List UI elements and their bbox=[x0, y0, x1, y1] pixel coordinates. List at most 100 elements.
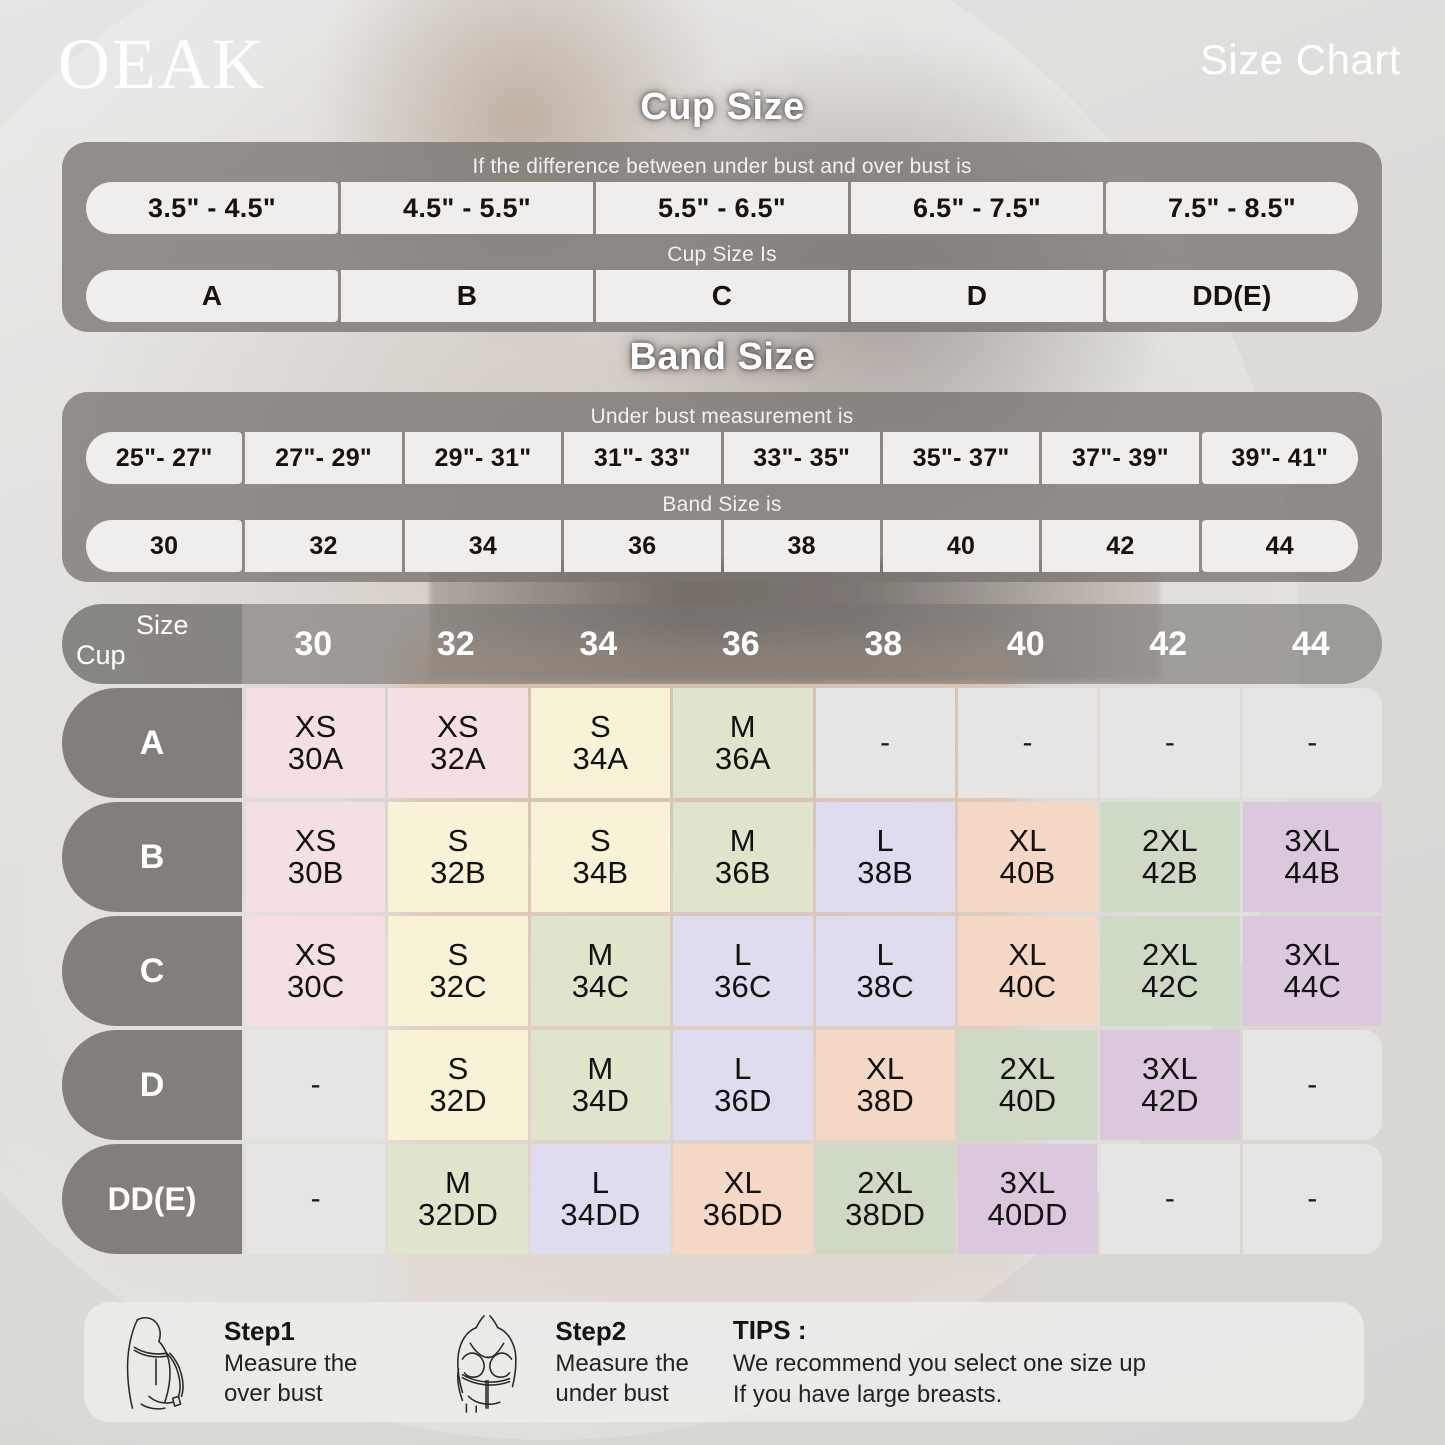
tips-title: TIPS : bbox=[732, 1314, 807, 1345]
cell-size-label: 2XL bbox=[999, 1051, 1056, 1087]
tips-line1: We recommend you select one size up bbox=[732, 1349, 1146, 1377]
cell-size-number: 40DD bbox=[987, 1197, 1068, 1232]
cup-value-pill-3: D bbox=[851, 270, 1103, 322]
cell-size-label: M bbox=[587, 1051, 614, 1087]
cell-size-label: XL bbox=[1008, 823, 1047, 859]
cell-size-number: 34B bbox=[572, 855, 629, 890]
matrix-corner-cell: Size Cup bbox=[62, 604, 242, 684]
cell-size-number: 32A bbox=[430, 741, 486, 776]
matrix-cell-40B: XL 40B bbox=[957, 802, 1098, 912]
cell-size-label: S bbox=[589, 709, 611, 745]
band-value-pill-3: 36 bbox=[564, 520, 721, 572]
matrix-corner-cup-label: Cup bbox=[76, 640, 126, 670]
matrix-cell-36DD(E): XL 36DD bbox=[673, 1144, 813, 1254]
cell-size-label: 2XL bbox=[1142, 937, 1198, 973]
band-range-pill-1: 27"- 29" bbox=[245, 432, 402, 484]
step-2-line2: under bust bbox=[555, 1379, 669, 1407]
cup-value-pill-0: A bbox=[86, 270, 338, 322]
cell-size-number: 38B bbox=[857, 855, 914, 890]
cup-range-pill-3: 6.5" - 7.5" bbox=[851, 182, 1103, 234]
band-range-row: 25"- 27" 27"- 29" 29"- 31" 31"- 33" 33"- 35"… bbox=[62, 432, 1382, 484]
cup-range-row: 3.5" - 4.5" 4.5" - 5.5" 5.5" - 6.5" 6.5" - … bbox=[62, 182, 1382, 234]
cell-size-number: 44C bbox=[1283, 969, 1342, 1004]
cup-range-pill-2: 5.5" - 6.5" bbox=[596, 182, 848, 234]
matrix-col-header-34: 34 bbox=[527, 604, 670, 684]
matrix-cell-36C: L 36C bbox=[673, 916, 813, 1026]
matrix-row-cells: - M 32DD L 34DD XL 36DD 2XL 38DD 3XL 40DD - - bbox=[242, 1144, 1382, 1254]
cell-size-label: S bbox=[589, 823, 611, 859]
cell-size-label: M bbox=[445, 1165, 472, 1201]
cell-size-number: 34D bbox=[571, 1083, 630, 1118]
matrix-row-label-C: C bbox=[62, 916, 242, 1026]
cell-size-label: XS bbox=[437, 709, 479, 745]
matrix-row-label-B: B bbox=[62, 802, 242, 912]
band-size-panel: Under bust measurement is 25"- 27" 27"- 2… bbox=[62, 392, 1382, 582]
cell-size-number: 32DD bbox=[418, 1197, 499, 1232]
matrix-col-header-42: 42 bbox=[1097, 604, 1240, 684]
matrix-col-header-30: 30 bbox=[242, 604, 385, 684]
step-2-text: Step2 Measure the under bust bbox=[555, 1316, 688, 1409]
matrix-row-cells: XS 30A XS 32A S 34A M 36A - - - - bbox=[242, 688, 1382, 798]
cell-size-label: XS bbox=[294, 709, 337, 745]
cell-size-label: XS bbox=[294, 937, 337, 973]
band-range-pill-3: 31"- 33" bbox=[564, 432, 721, 484]
cup-value-pill-2: C bbox=[596, 270, 848, 322]
matrix-col-header-38: 38 bbox=[812, 604, 955, 684]
cell-size-number: 40D bbox=[998, 1083, 1057, 1118]
matrix-cell-40C: XL 40C bbox=[957, 916, 1098, 1026]
matrix-col-header-40: 40 bbox=[954, 604, 1097, 684]
matrix-corner-size-label: Size bbox=[136, 610, 189, 640]
matrix-cell-44D: - bbox=[1242, 1030, 1382, 1140]
band-caption-top: Under bust measurement is bbox=[590, 405, 854, 428]
matrix-row-cells: XS 30C S 32C M 34C L 36C L 38C XL 40C 2XL 42C 3XL 44C bbox=[242, 916, 1382, 1026]
matrix-cell-34DD(E): L 34DD bbox=[530, 1144, 671, 1254]
cell-size-number: 30B bbox=[287, 855, 344, 890]
matrix-cell-42A: - bbox=[1100, 688, 1240, 798]
matrix-cell-42D: 3XL 42D bbox=[1100, 1030, 1240, 1140]
cell-size-label: 3XL bbox=[1142, 1051, 1198, 1087]
band-range-pill-0: 25"- 27" bbox=[86, 432, 243, 484]
matrix-row-D: D - S 32D M 34D L 36D XL 38D 2XL 40D 3XL 42D - bbox=[62, 1030, 1382, 1140]
step-1-line1: Measure the bbox=[224, 1349, 358, 1377]
matrix-row-B: B XS 30B S 32B S 34B M 36B L 38B XL 40B 2XL 42B 3XL 44B bbox=[62, 802, 1382, 912]
matrix-cell-32B: S 32B bbox=[388, 802, 528, 912]
matrix-cell-44DD(E): - bbox=[1242, 1144, 1382, 1254]
cell-size-label: L bbox=[876, 937, 894, 973]
matrix-cell-44A: - bbox=[1242, 688, 1382, 798]
step-1-line2: over bust bbox=[224, 1379, 323, 1407]
matrix-row-label-D: D bbox=[62, 1030, 242, 1140]
cell-size-label: 3XL bbox=[999, 1165, 1056, 1201]
brand-logo: OEAK bbox=[58, 24, 266, 104]
cell-size-label: XL bbox=[723, 1165, 762, 1201]
matrix-cell-30C: XS 30C bbox=[246, 916, 386, 1026]
step-1: Step1 Measure the over bust bbox=[84, 1310, 357, 1414]
matrix-cell-32C: S 32C bbox=[388, 916, 528, 1026]
matrix-cell-36D: L 36D bbox=[673, 1030, 813, 1140]
step-2-line1: Measure the bbox=[555, 1349, 689, 1377]
cell-size-label: XL bbox=[1008, 937, 1047, 973]
cup-caption-mid: Cup Size Is bbox=[667, 243, 777, 266]
cell-size-number: 34DD bbox=[560, 1197, 641, 1232]
step-1-text: Step1 Measure the over bust bbox=[224, 1316, 357, 1409]
page-title: Size Chart bbox=[1199, 36, 1401, 83]
step-2: Step2 Measure the under bust bbox=[415, 1310, 689, 1414]
band-size-section-title: Band Size bbox=[629, 336, 816, 378]
cell-size-number: 38D bbox=[856, 1083, 914, 1118]
cell-size-label: M bbox=[729, 709, 756, 745]
under-bust-measure-icon bbox=[457, 1315, 518, 1413]
matrix-cell-32DD(E): M 32DD bbox=[388, 1144, 528, 1254]
cell-size-number: 30A bbox=[287, 741, 344, 776]
cell-size-number: 32B bbox=[430, 855, 486, 890]
cell-size-label: M bbox=[729, 823, 756, 859]
matrix-cell-34B: S 34B bbox=[530, 802, 671, 912]
cup-value-pill-1: B bbox=[341, 270, 593, 322]
cell-size-number: 30C bbox=[286, 969, 345, 1004]
matrix-col-header-44: 44 bbox=[1239, 604, 1382, 684]
band-range-pill-7: 39"- 41" bbox=[1201, 432, 1358, 484]
matrix-cell-38A: - bbox=[815, 688, 955, 798]
size-matrix: Size Cup 30 32 34 36 38 40 42 44 A XS 30A XS 32A S 34… bbox=[62, 604, 1382, 1258]
cell-size-number: 34A bbox=[572, 741, 629, 776]
band-value-pill-1: 32 bbox=[245, 520, 402, 572]
cell-size-number: 36B bbox=[714, 855, 771, 890]
cell-size-label: L bbox=[876, 823, 894, 859]
